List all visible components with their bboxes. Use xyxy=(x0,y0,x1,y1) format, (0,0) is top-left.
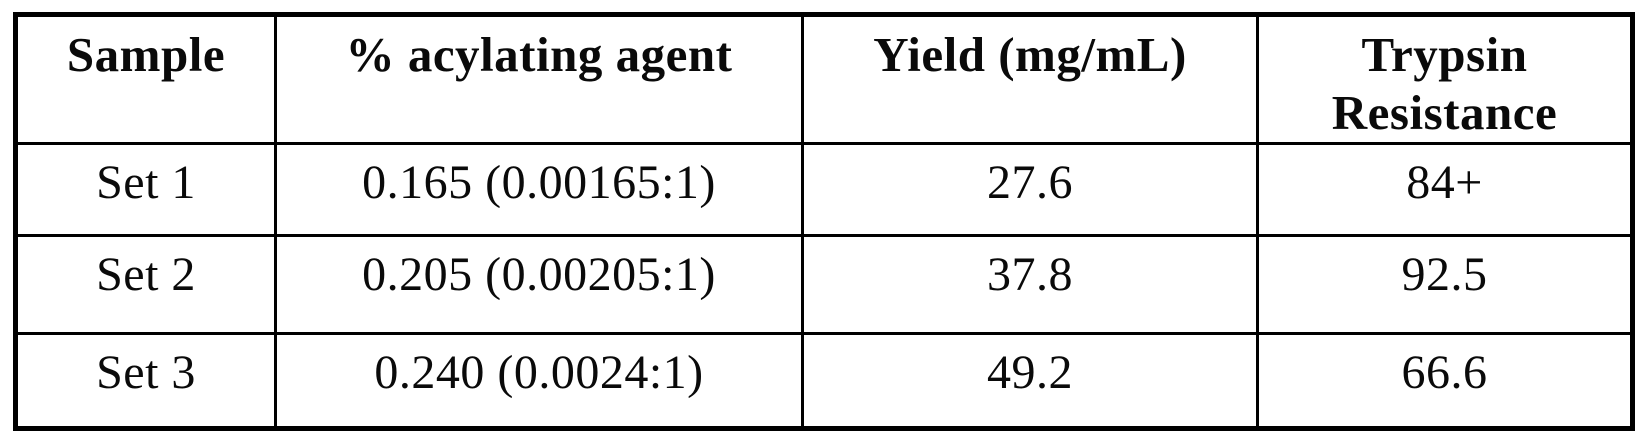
table-row: Set 2 0.205 (0.00205:1) 37.8 92.5 xyxy=(14,233,1634,335)
header-row: Sample % acylating agent Yield (mg/mL) T… xyxy=(14,13,1634,145)
table-row: Set 3 0.240 (0.0024:1) 49.2 66.6 xyxy=(14,331,1634,430)
column-header-acylating-agent: % acylating agent xyxy=(274,13,804,145)
cell-sample: Set 1 xyxy=(14,141,277,237)
cell-acylating-agent: 0.165 (0.00165:1) xyxy=(274,141,804,237)
column-header-yield: Yield (mg/mL) xyxy=(801,13,1259,145)
cell-sample: Set 3 xyxy=(14,331,277,430)
cell-trypsin-resistance: 84+ xyxy=(1256,141,1634,237)
results-table: Sample % acylating agent Yield (mg/mL) T… xyxy=(13,12,1635,431)
cell-yield: 27.6 xyxy=(801,141,1259,237)
cell-trypsin-resistance: 66.6 xyxy=(1256,331,1634,430)
cell-acylating-agent: 0.240 (0.0024:1) xyxy=(274,331,804,430)
column-header-trypsin-resistance: Trypsin Resistance xyxy=(1256,13,1634,145)
cell-trypsin-resistance: 92.5 xyxy=(1256,233,1634,335)
cell-sample: Set 2 xyxy=(14,233,277,335)
cell-yield: 37.8 xyxy=(801,233,1259,335)
table-row: Set 1 0.165 (0.00165:1) 27.6 84+ xyxy=(14,141,1634,237)
column-header-sample: Sample xyxy=(14,13,277,145)
cell-acylating-agent: 0.205 (0.00205:1) xyxy=(274,233,804,335)
cell-yield: 49.2 xyxy=(801,331,1259,430)
